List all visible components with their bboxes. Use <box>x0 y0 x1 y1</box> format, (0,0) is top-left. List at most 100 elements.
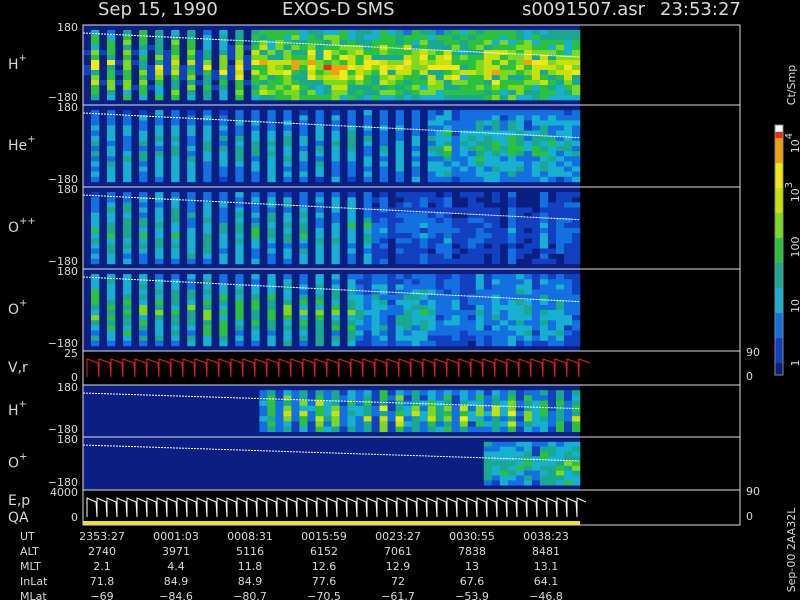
spectrogram-cell <box>299 304 308 311</box>
spectrogram-cell <box>315 55 324 61</box>
spectrogram-cell <box>499 279 509 285</box>
spectrogram-cell <box>395 75 404 81</box>
spectrogram-cell <box>507 156 517 162</box>
spectrogram-cell <box>123 212 132 218</box>
spectrogram-cell <box>315 151 324 157</box>
spectrogram-cell <box>411 395 420 401</box>
spectrogram-cell <box>427 130 436 136</box>
spectrogram-cell <box>91 90 100 96</box>
spectrogram-cell <box>491 60 501 66</box>
spectrogram-cell <box>171 125 180 131</box>
spectrogram-cell <box>435 421 444 427</box>
spectrogram-cell <box>556 248 565 254</box>
spectrogram-cell <box>171 197 180 203</box>
spectrogram-cell <box>507 95 517 101</box>
spectrogram-cell <box>572 166 581 172</box>
colorbar-step <box>775 281 783 289</box>
cell: 6152 <box>310 545 338 558</box>
spectrogram-cell <box>395 411 404 417</box>
spectrogram-cell <box>107 274 116 280</box>
spectrogram-cell <box>123 151 132 157</box>
spectrogram-cell <box>395 192 404 198</box>
spectrogram-cell <box>531 135 541 142</box>
spectrogram-cell <box>539 156 549 162</box>
spectrogram-cell <box>371 284 380 290</box>
spectrogram-cell <box>371 30 380 36</box>
spectrogram-cell <box>475 335 485 341</box>
spectrogram-cell <box>259 45 268 51</box>
spectrogram-cell <box>403 248 412 254</box>
panel-label: V,r <box>8 360 28 376</box>
spectrogram-cell <box>91 202 100 208</box>
spectrogram-cell <box>515 207 525 213</box>
spectrogram-cell <box>556 325 565 331</box>
spectrogram-cell <box>107 125 116 131</box>
spectrogram-cell <box>203 197 212 203</box>
spectrogram-cell <box>507 315 517 321</box>
spectrogram-cell <box>507 207 517 213</box>
spectrogram-cell <box>171 85 180 91</box>
spectrogram-cell <box>331 289 340 295</box>
spectrogram-cell <box>531 320 541 326</box>
spectrogram-cell <box>371 390 380 396</box>
spectrogram-cell <box>435 130 444 136</box>
spectrogram-cell <box>363 35 372 41</box>
spectrogram-cell <box>443 405 452 412</box>
spectrogram-cell <box>363 289 372 295</box>
spectrogram-cell <box>347 411 356 417</box>
spectrogram-cell <box>491 171 501 177</box>
spectrogram-cell <box>443 120 452 126</box>
spectrogram-cell <box>267 70 276 76</box>
spectrogram-cell <box>459 75 469 81</box>
spectrogram-cell <box>403 35 412 41</box>
spectrogram-cell <box>275 400 284 407</box>
spectrogram-cell <box>363 325 372 331</box>
spectrogram-cell <box>491 400 501 407</box>
spectrogram-cell <box>572 120 581 126</box>
spectrogram-cell <box>315 238 324 244</box>
spectrogram-cell <box>515 120 525 126</box>
spectrogram-cell <box>523 156 533 162</box>
spectrogram-cell <box>491 279 501 285</box>
spectrogram-cell <box>283 395 292 401</box>
spectrogram-cell <box>531 416 541 422</box>
spectrogram-cell <box>139 30 148 36</box>
spectrogram-cell <box>443 426 452 433</box>
spectrogram-cell <box>467 161 477 167</box>
spectrogram-cell <box>427 95 436 101</box>
spectrogram-cell <box>564 130 573 136</box>
spectrogram-cell <box>347 299 356 306</box>
spectrogram-cell <box>556 110 565 116</box>
spectrogram-cell <box>139 330 148 336</box>
spectrogram-cell <box>331 411 340 417</box>
spectrogram-cell <box>379 55 388 61</box>
spectrogram-cell <box>339 50 348 56</box>
spectrogram-cell <box>291 50 300 56</box>
spectrogram-cell <box>572 243 581 249</box>
spectrogram-cell <box>235 120 244 126</box>
spectrogram-cell <box>483 125 493 131</box>
spectrogram-cell <box>515 289 525 295</box>
spectrogram-cell <box>499 315 509 321</box>
spectrogram-cell <box>572 284 581 290</box>
spectrogram-cell <box>379 212 388 218</box>
file-name: s0091507.asr <box>522 0 646 20</box>
spectrogram-cell <box>259 426 268 433</box>
spectrogram-cell <box>371 90 380 96</box>
spectrogram-cell <box>451 248 460 254</box>
spectrogram-cell <box>291 411 300 417</box>
spectrogram-cell <box>451 40 460 46</box>
spectrogram-cell <box>347 192 356 198</box>
spectrogram-cell <box>251 192 260 198</box>
spectrogram-cell <box>435 45 444 51</box>
spectrogram-cell <box>507 461 517 467</box>
spectrogram-cell <box>427 176 436 183</box>
spectrogram-cell <box>251 299 260 306</box>
spectrogram-cell <box>299 320 308 326</box>
spectrogram-cell <box>451 274 460 280</box>
spectrogram-cell <box>467 253 477 259</box>
spectrogram-cell <box>187 212 196 218</box>
colorbar-frame <box>774 124 784 376</box>
spectrogram-cell <box>564 325 573 331</box>
spectrogram-cell <box>235 222 244 229</box>
